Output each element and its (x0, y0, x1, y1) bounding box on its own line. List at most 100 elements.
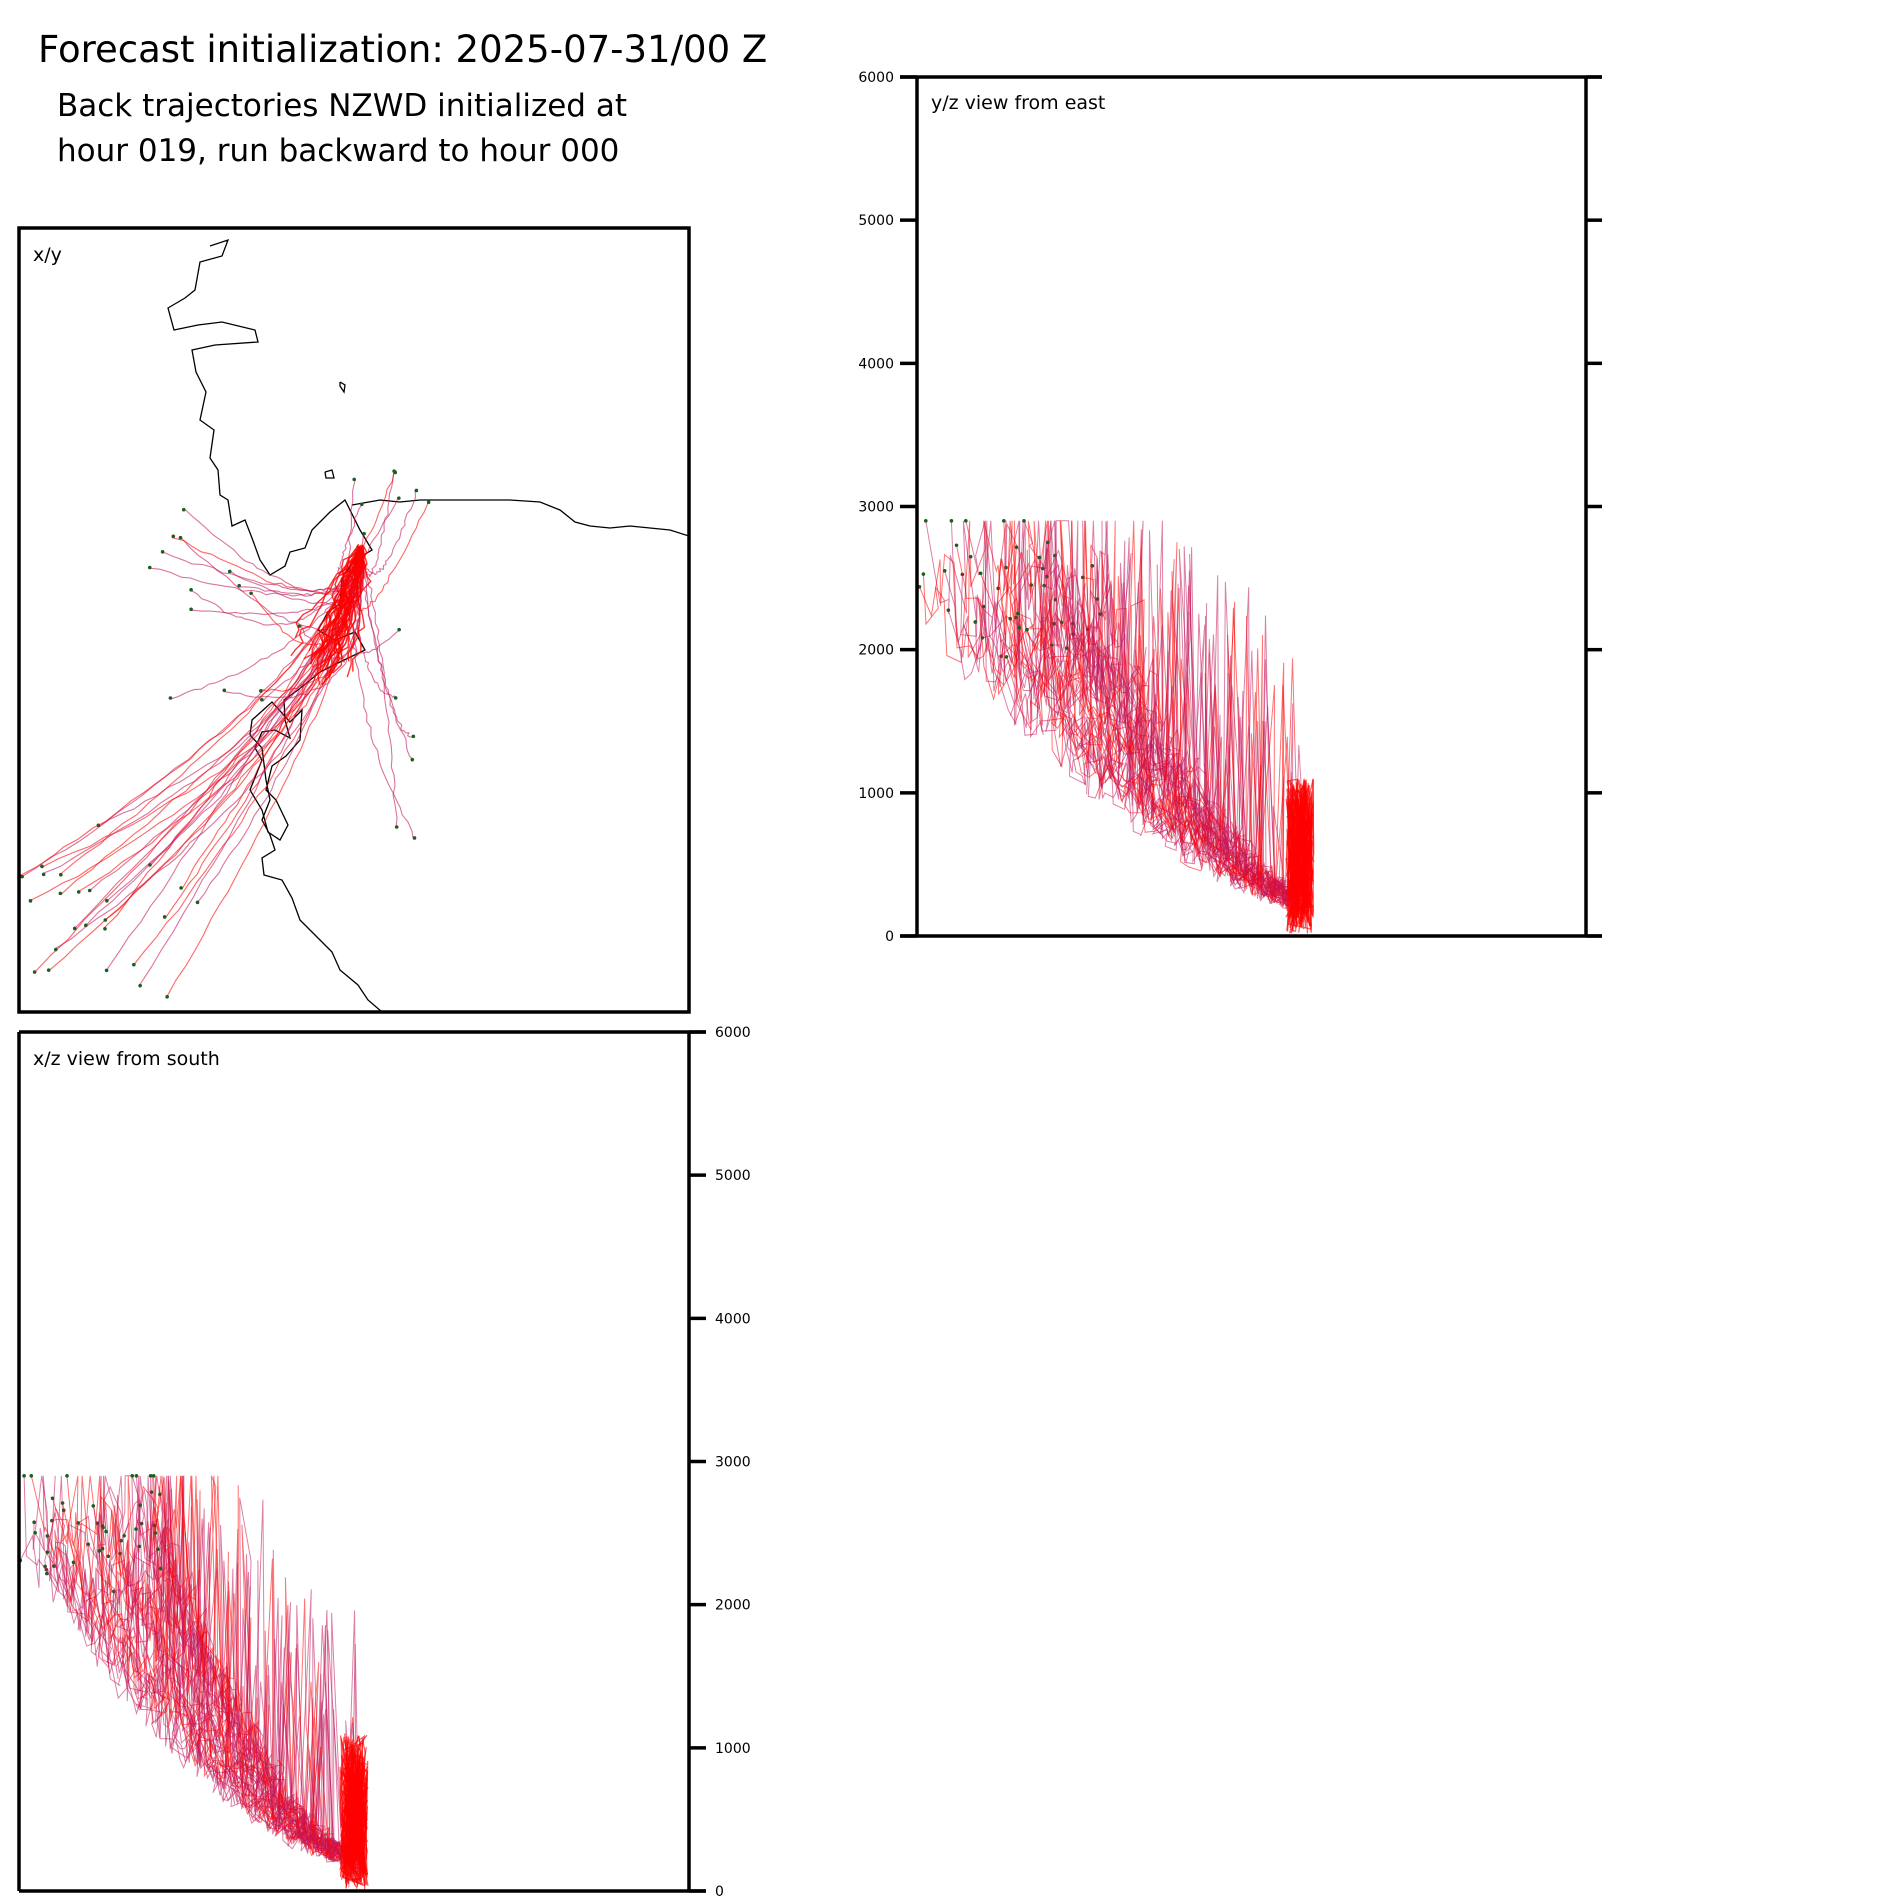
trajectory-marker (393, 470, 398, 475)
trajectory-marker (32, 1520, 36, 1525)
trajectory-line (42, 548, 362, 875)
trajectory-marker (165, 995, 169, 999)
trajectory-marker (181, 507, 186, 512)
yz-ytick-label: 3000 (858, 500, 894, 516)
trajectory-line (359, 490, 417, 575)
trajectory-marker (393, 696, 398, 700)
trajectory-marker (29, 1474, 34, 1478)
trajectory-marker (923, 519, 928, 523)
trajectory-marker (50, 1496, 55, 1501)
figure-subtitle-line2: hour 019, run backward to hour 000 (57, 133, 620, 169)
yz-panel-label: y/z view from east (931, 92, 1105, 114)
trajectory-line (318, 544, 363, 659)
coastline (351, 499, 689, 537)
trajectory-marker (964, 519, 968, 523)
yz-ytick-label: 0 (885, 929, 894, 945)
trajectory-marker (130, 1474, 135, 1478)
trajectory-marker (179, 886, 183, 890)
xz-ytick-label: 5000 (715, 1168, 751, 1184)
trajectory-line (950, 520, 1306, 901)
yz-ytick-label: 5000 (858, 213, 894, 229)
xz-ytick-label: 1000 (715, 1741, 751, 1757)
xy-panel-label: x/y (33, 244, 62, 266)
trajectory-line (1018, 520, 1301, 908)
trajectory-line (171, 537, 364, 595)
trajectory-marker (362, 531, 366, 536)
trajectory-marker (426, 500, 431, 505)
trajectory-line (87, 1475, 357, 1864)
yz-panel: 0 1000 2000 3000 4000 5000 6000 y/z view from … (858, 70, 1602, 945)
trajectory-line (40, 547, 363, 869)
trajectory-line (34, 1475, 351, 1856)
coastline (339, 381, 346, 394)
trajectory-line (23, 1475, 355, 1863)
trajectory-marker (1017, 625, 1021, 630)
trajectory-marker (1022, 519, 1026, 523)
trajectory-line (1042, 520, 1303, 907)
trajectory-line (1286, 800, 1314, 911)
trajectory-line (77, 548, 364, 893)
trajectory-marker (148, 1474, 153, 1478)
trajectory-marker (103, 918, 108, 922)
xz-ytick-label: 4000 (715, 1311, 751, 1327)
trajectory-marker (237, 583, 241, 588)
trajectory-marker (1014, 545, 1019, 549)
trajectory-marker (168, 696, 173, 700)
trajectory-marker (65, 1474, 69, 1478)
trajectory-marker (178, 535, 183, 540)
trajectory-marker (72, 926, 77, 931)
trajectory-marker (412, 836, 417, 840)
trajectory-marker (60, 1501, 65, 1505)
trajectory-line (223, 546, 363, 699)
trajectory-marker (22, 1474, 26, 1478)
trajectory-marker (151, 1474, 156, 1478)
trajectory-marker (104, 968, 109, 973)
trajectory-line (337, 504, 363, 576)
trajectory-line (925, 520, 1302, 902)
trajectory-marker (32, 970, 37, 974)
trajectory-marker (1090, 564, 1095, 568)
trajectory-marker (106, 1554, 111, 1559)
trajectory-marker (352, 477, 356, 482)
trajectory-line (1288, 779, 1314, 928)
trajectory-line (97, 1550, 356, 1864)
trajectory-marker (104, 1529, 108, 1534)
trajectory-line (1017, 607, 1301, 933)
trajectory-line (45, 1506, 355, 1863)
trajectory-marker (171, 534, 176, 539)
trajectory-marker (394, 825, 399, 829)
trajectory-marker (1016, 611, 1020, 616)
trajectory-marker (1098, 612, 1103, 616)
xz-panel-label: x/z view from south (33, 1048, 220, 1070)
trajectory-line (1054, 568, 1297, 914)
trajectory-line (28, 548, 362, 902)
trajectory-marker (949, 519, 954, 523)
trajectory-line (326, 545, 360, 668)
xz-ytick-label: 3000 (715, 1455, 751, 1471)
xy-panel-frame (17, 226, 691, 1014)
trajectory-line (340, 1763, 360, 1883)
trajectory-marker (227, 569, 232, 574)
trajectory-marker (1046, 540, 1050, 545)
trajectory-line (947, 520, 1304, 903)
trajectory-marker (105, 898, 109, 903)
yz-ytick-label: 2000 (858, 643, 894, 659)
trajectory-marker (954, 543, 959, 548)
trajectory-marker (53, 947, 58, 952)
trajectory-line (333, 546, 362, 653)
trajectory-marker (259, 689, 263, 693)
trajectory-marker (410, 757, 415, 762)
trajectory-marker (138, 983, 142, 988)
trajectory-marker (87, 888, 92, 893)
trajectory-marker (195, 900, 200, 905)
trajectory-marker (45, 1550, 50, 1555)
trajectory-marker (40, 864, 44, 869)
yz-ytick-label: 6000 (858, 70, 894, 86)
trajectory-line (346, 544, 365, 678)
yz-ytick-label: 1000 (858, 786, 894, 802)
trajectory-marker (41, 872, 46, 877)
coastline (324, 469, 335, 479)
xz-ytick-label: 2000 (715, 1598, 751, 1614)
trajectory-marker (1002, 519, 1006, 523)
